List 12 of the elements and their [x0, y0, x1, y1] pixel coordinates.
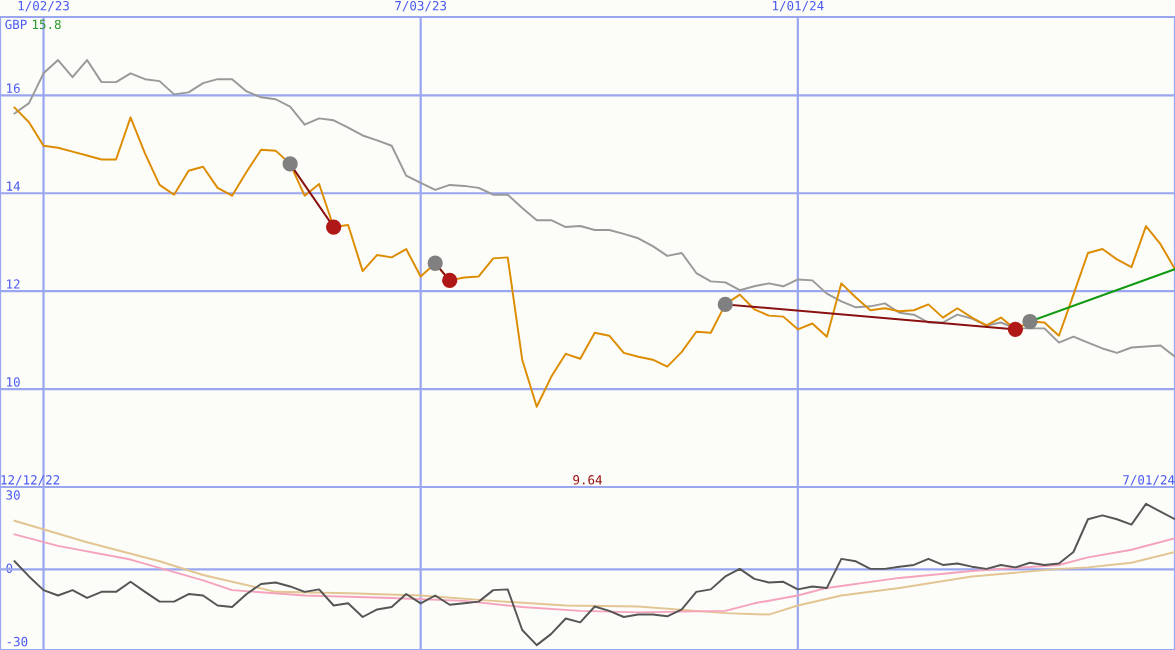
x-tick-label: 1/02/23 [18, 0, 69, 12]
y-tick-label: 30 [6, 490, 20, 500]
y-tick-label: 12 [7, 279, 20, 289]
y-tick-label: -30 [7, 636, 28, 647]
y-axis-title: GBP [5, 19, 27, 30]
annotation: 15.8 [32, 19, 61, 30]
x-tick-label: 1/01/24 [773, 0, 824, 12]
y-tick-label: 14 [7, 181, 21, 191]
y-tick-label: 16 [7, 83, 20, 93]
annotation: 9.64 [573, 475, 602, 485]
y-tick-label: 10 [7, 377, 20, 387]
x-tick-label: 7/03/23 [395, 0, 447, 12]
